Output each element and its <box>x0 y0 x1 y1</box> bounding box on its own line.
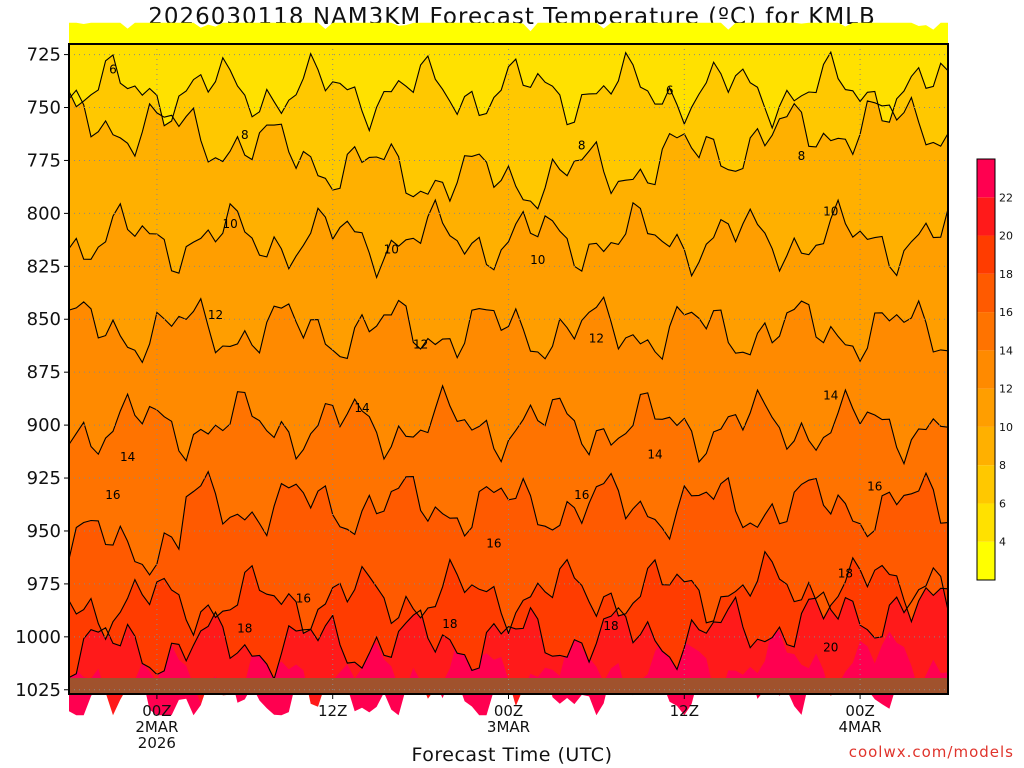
contour-6 <box>68 50 949 133</box>
x-tick-label: 4MAR <box>839 718 882 736</box>
contour-18 <box>68 550 949 641</box>
y-tick-label: 750 <box>27 98 61 119</box>
colorbar-swatch <box>977 426 995 466</box>
colorbar-swatch <box>977 503 995 542</box>
x-tick-label: 2MAR <box>135 718 178 736</box>
contour-labels: 6 6 8 8 8 10 10 10 10 12 12 12 14 14 14 14 16 16 16 16 16 18 1… <box>105 62 882 654</box>
colorbar-swatch <box>977 159 995 198</box>
contour-20 <box>68 566 949 681</box>
contour-label: 12 <box>208 308 223 322</box>
contour-label: 10 <box>384 242 399 256</box>
y-tick-label: 925 <box>27 468 61 489</box>
contour-lines <box>68 50 949 681</box>
contour-label: 6 <box>666 84 674 98</box>
contour-label: 20 <box>823 640 838 654</box>
colorbar-label: 8 <box>999 459 1006 472</box>
colorbar-label: 20 <box>999 230 1013 243</box>
ground-surface <box>69 678 948 694</box>
colorbar-label: 22 <box>999 191 1013 204</box>
x-tick-label: 00Z <box>845 702 874 720</box>
x-tick-label: 2026 <box>138 734 176 752</box>
colorbar-swatch <box>977 197 995 236</box>
colorbar-label: 10 <box>999 421 1013 434</box>
contour-label: 12 <box>413 338 428 352</box>
contour-label: 16 <box>574 488 589 502</box>
colorbar-label: 18 <box>999 268 1013 281</box>
contour-10 <box>68 198 949 280</box>
colorbar-swatch <box>977 235 995 274</box>
grid-lines <box>69 44 948 694</box>
contour-label: 16 <box>867 480 882 494</box>
y-tick-label: 850 <box>27 309 61 330</box>
credit-text: coolwx.com/models <box>848 743 1014 761</box>
y-tick-label: 900 <box>27 415 61 436</box>
contour-label: 16 <box>105 488 120 502</box>
colorbar-frame <box>976 158 996 581</box>
contour-label: 10 <box>823 204 838 218</box>
contour-14 <box>68 384 949 466</box>
contour-label: 16 <box>296 592 311 606</box>
y-tick-label: 950 <box>27 521 61 542</box>
x-tick-label: 3MAR <box>487 718 530 736</box>
band-2 <box>69 22 948 44</box>
contour-label: 8 <box>241 128 249 142</box>
colorbar-swatch <box>977 273 995 313</box>
colorbar-label: 16 <box>999 306 1013 319</box>
y-tick-label: 1025 <box>15 680 61 701</box>
colorbar-label: 14 <box>999 344 1013 357</box>
contour-label: 16 <box>486 537 501 551</box>
contour-label: 12 <box>589 331 604 345</box>
x-tick-label: 00Z <box>142 702 171 720</box>
y-axis: 725 750 775 800 825 850 875 900 925 950 975 1000 102… <box>15 45 69 701</box>
contour-label: 8 <box>578 139 586 153</box>
y-tick-label: 775 <box>27 150 61 171</box>
contour-label: 8 <box>798 149 806 163</box>
y-tick-label: 975 <box>27 574 61 595</box>
colorbar-label: 12 <box>999 383 1013 396</box>
colorbar-swatch <box>977 465 995 504</box>
x-tick-label: 12Z <box>670 702 699 720</box>
x-axis-title: Forecast Time (UTC) <box>411 744 613 766</box>
contour-label: 18 <box>838 566 853 580</box>
x-tick-label: 12Z <box>318 702 347 720</box>
colorbar-swatch <box>977 350 995 389</box>
contour-label: 18 <box>603 619 618 633</box>
y-tick-label: 1000 <box>15 627 61 648</box>
contour-label: 14 <box>354 401 369 415</box>
colorbar-swatch <box>977 312 995 351</box>
contour-label: 6 <box>109 62 117 76</box>
y-tick-label: 800 <box>27 203 61 224</box>
colorbar-label: 6 <box>999 497 1006 510</box>
colorbar-label: 4 <box>999 536 1006 549</box>
contour-8 <box>68 89 949 210</box>
x-tick-label: 00Z <box>494 702 523 720</box>
contour-label: 14 <box>823 388 838 402</box>
contour-label: 10 <box>530 253 545 267</box>
contour-12 <box>68 295 949 364</box>
y-tick-label: 725 <box>27 45 61 66</box>
band-4 <box>69 44 948 131</box>
contour-label: 14 <box>647 448 662 462</box>
contour-label: 14 <box>120 450 135 464</box>
y-tick-label: 875 <box>27 362 61 383</box>
y-tick-label: 825 <box>27 256 61 277</box>
contour-label: 18 <box>237 621 252 635</box>
contour-label: 18 <box>442 617 457 631</box>
colorbar-swatch <box>977 541 995 580</box>
colorbar: 4 6 8 10 12 14 16 18 20 22 <box>976 158 1013 581</box>
contour-label: 10 <box>223 217 238 231</box>
colorbar-swatch <box>977 388 995 427</box>
